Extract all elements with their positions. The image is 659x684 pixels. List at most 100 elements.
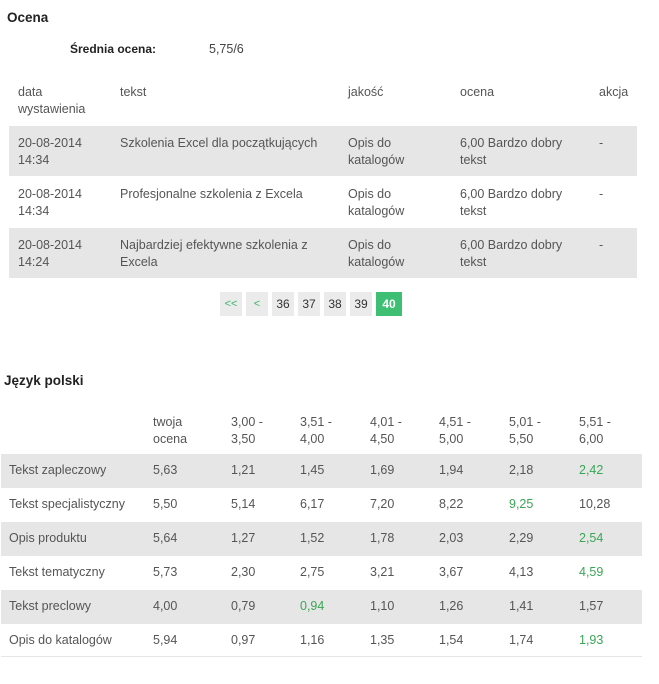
row-quality: Opis do katalogów (348, 187, 405, 218)
row-text: Profesjonalne szkolenia z Excela (120, 187, 303, 201)
page-button-40-active[interactable]: 40 (376, 292, 402, 316)
row-range-value: 7,20 (370, 497, 395, 511)
row-your-score: 5,63 (153, 463, 178, 477)
header-range: 5,01 - 5,50 (509, 415, 541, 446)
row-name: Opis do katalogów (9, 633, 112, 647)
row-range-value: 1,78 (370, 531, 395, 545)
row-range-value: 8,22 (439, 497, 464, 511)
section-title-language: Język polski (4, 373, 84, 388)
row-range-value: 2,30 (231, 565, 256, 579)
row-range-value: 5,14 (231, 497, 256, 511)
row-range-value: 1,21 (231, 463, 256, 477)
language-table-row: Tekst zapleczowy 5,63 1,21 1,45 1,69 1,94 2,18… (1, 454, 642, 488)
row-action: - (599, 136, 604, 150)
header-text: tekst (120, 85, 147, 99)
language-table-header: twoja ocena 3,00 - 3,50 3,51 - 4,00 4,01… (1, 412, 642, 454)
pagination: << < 36 37 38 39 40 (220, 292, 402, 318)
first-page-button[interactable]: << (220, 292, 242, 316)
row-range-value: 2,29 (509, 531, 534, 545)
row-range-value: 1,41 (509, 599, 534, 613)
row-name: Tekst preclowy (9, 599, 91, 613)
header-range: 3,00 - 3,50 (231, 415, 263, 446)
header-your-score: twoja ocena (153, 415, 188, 446)
row-range-value: 4,59 (579, 565, 604, 579)
row-rating: 6,00 Bardzo dobry tekst (460, 187, 563, 218)
average-rating-label: Średnia ocena: (70, 42, 157, 56)
language-table-row: Tekst preclowy 4,00 0,79 0,94 1,10 1,26 1,41 1,… (1, 590, 642, 624)
row-text: Najbardziej efektywne szkolenia z Excela (120, 238, 308, 269)
row-action: - (599, 187, 604, 201)
row-range-value: 1,45 (300, 463, 325, 477)
row-rating: 6,00 Bardzo dobry tekst (460, 136, 563, 167)
row-range-value: 2,54 (579, 531, 604, 545)
prev-page-button[interactable]: < (246, 292, 268, 316)
page-button-37[interactable]: 37 (298, 292, 320, 316)
row-range-value: 2,03 (439, 531, 464, 545)
row-range-value: 9,25 (509, 497, 534, 511)
ratings-table: data wystawienia tekst jakość ocena akcj… (9, 84, 637, 279)
header-rating: ocena (460, 85, 495, 99)
header-range: 5,51 - 6,00 (579, 415, 611, 446)
language-table-row: Opis do katalogów 5,94 0,97 1,16 1,35 1,54 1,7… (1, 624, 642, 658)
row-range-value: 1,16 (300, 633, 325, 647)
row-name: Tekst zapleczowy (9, 463, 107, 477)
row-range-value: 1,35 (370, 633, 395, 647)
ratings-row: 20-08-2014 14:24 Najbardziej efektywne s… (9, 228, 637, 279)
language-scores-table: twoja ocena 3,00 - 3,50 3,51 - 4,00 4,01… (1, 412, 642, 658)
page-button-39[interactable]: 39 (350, 292, 372, 316)
row-range-value: 1,10 (370, 599, 395, 613)
row-range-value: 1,74 (509, 633, 534, 647)
row-action: - (599, 238, 604, 252)
row-your-score: 5,64 (153, 531, 178, 545)
row-date: 20-08-2014 14:24 (18, 238, 82, 269)
average-rating: Średnia ocena: 5,75/6 (70, 42, 244, 56)
row-quality: Opis do katalogów (348, 238, 405, 269)
header-quality: jakość (348, 85, 384, 99)
row-range-value: 1,27 (231, 531, 256, 545)
row-range-value: 1,93 (579, 633, 604, 647)
row-range-value: 0,94 (300, 599, 325, 613)
table-bottom-divider (1, 656, 642, 657)
page-button-38[interactable]: 38 (324, 292, 346, 316)
language-table-row: Opis produktu 5,64 1,27 1,52 1,78 2,03 2,29 2,5… (1, 522, 642, 556)
header-range: 3,51 - 4,00 (300, 415, 332, 446)
row-range-value: 2,42 (579, 463, 604, 477)
row-range-value: 1,54 (439, 633, 464, 647)
row-range-value: 1,26 (439, 599, 464, 613)
row-range-value: 3,21 (370, 565, 395, 579)
row-range-value: 10,28 (579, 497, 611, 511)
row-range-value: 1,69 (370, 463, 395, 477)
ratings-row: 20-08-2014 14:34 Profesjonalne szkolenia… (9, 177, 637, 228)
ratings-row: 20-08-2014 14:34 Szkolenia Excel dla poc… (9, 126, 637, 177)
row-your-score: 4,00 (153, 599, 178, 613)
row-range-value: 0,97 (231, 633, 256, 647)
average-rating-value: 5,75/6 (209, 42, 244, 56)
language-table-row: Tekst tematyczny 5,73 2,30 2,75 3,21 3,67 4,13… (1, 556, 642, 590)
row-your-score: 5,50 (153, 497, 178, 511)
row-range-value: 4,13 (509, 565, 534, 579)
row-range-value: 3,67 (439, 565, 464, 579)
section-title-ocena: Ocena (7, 10, 49, 25)
row-your-score: 5,94 (153, 633, 178, 647)
row-text: Szkolenia Excel dla początkujących (120, 136, 318, 150)
row-rating: 6,00 Bardzo dobry tekst (460, 238, 563, 269)
row-date: 20-08-2014 14:34 (18, 187, 82, 218)
row-range-value: 2,18 (509, 463, 534, 477)
header-date: data wystawienia (18, 85, 86, 116)
header-range: 4,51 - 5,00 (439, 415, 471, 446)
row-range-value: 1,57 (579, 599, 604, 613)
page-button-36[interactable]: 36 (272, 292, 294, 316)
row-range-value: 1,52 (300, 531, 325, 545)
row-range-value: 2,75 (300, 565, 325, 579)
row-range-value: 1,94 (439, 463, 464, 477)
row-name: Tekst specjalistyczny (9, 497, 126, 511)
row-name: Opis produktu (9, 531, 87, 545)
row-range-value: 0,79 (231, 599, 256, 613)
row-your-score: 5,73 (153, 565, 178, 579)
row-quality: Opis do katalogów (348, 136, 405, 167)
language-table-row: Tekst specjalistyczny 5,50 5,14 6,17 7,20 8,2… (1, 488, 642, 522)
header-range: 4,01 - 4,50 (370, 415, 402, 446)
header-action: akcja (599, 85, 629, 99)
row-range-value: 6,17 (300, 497, 325, 511)
row-date: 20-08-2014 14:34 (18, 136, 82, 167)
